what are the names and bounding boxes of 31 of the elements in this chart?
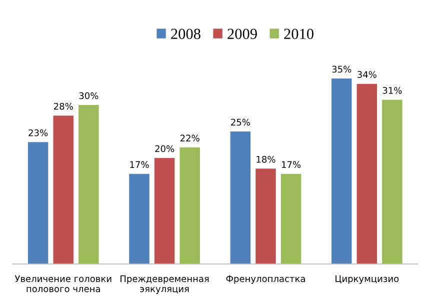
- data-label: 35%: [332, 66, 352, 73]
- legend-label: 2009: [228, 28, 257, 40]
- bar: [256, 168, 276, 264]
- data-label: 30%: [79, 92, 98, 100]
- bar: [230, 132, 251, 264]
- bar: [129, 174, 150, 264]
- bar: [382, 100, 402, 264]
- bar: [53, 116, 74, 264]
- data-label: 17%: [282, 161, 301, 168]
- bar: [78, 105, 99, 264]
- legend-label: 2010: [284, 28, 314, 40]
- x-tick-label: Френулопластка: [226, 275, 305, 284]
- data-label: 23%: [28, 129, 48, 136]
- bar: [180, 147, 200, 264]
- bar: [154, 158, 175, 264]
- data-label: 25%: [231, 118, 250, 126]
- bar: [356, 84, 378, 264]
- legend-label: 2008: [171, 28, 200, 40]
- data-label: 22%: [180, 134, 200, 142]
- data-label: 28%: [54, 102, 73, 110]
- data-label: 18%: [256, 156, 276, 163]
- data-label: 34%: [358, 71, 376, 78]
- data-label: 17%: [130, 161, 149, 168]
- x-tick-label: Преждевременная эякуляция: [120, 275, 209, 294]
- x-tick-label: Циркумцизио: [336, 275, 399, 284]
- bar: [280, 174, 302, 264]
- data-label: 31%: [382, 86, 402, 94]
- bar: [331, 78, 352, 264]
- data-label: 20%: [155, 145, 174, 152]
- x-tick-label: Увеличение головки полового члена: [14, 275, 112, 292]
- bar: [28, 142, 48, 264]
